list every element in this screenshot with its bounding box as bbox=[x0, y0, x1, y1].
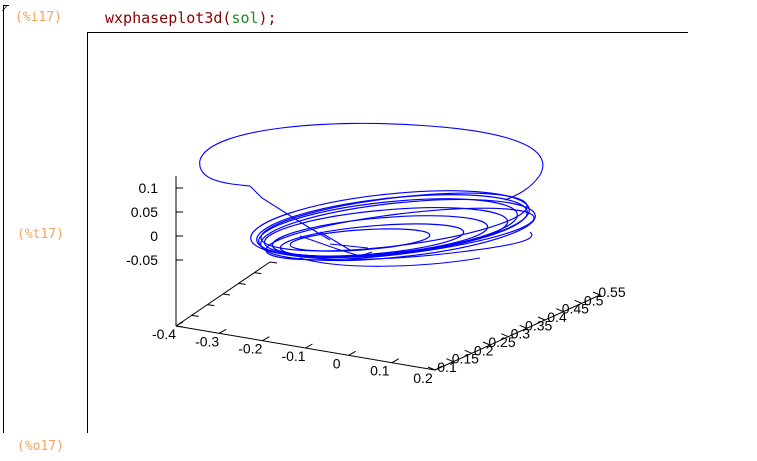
y-axis-line bbox=[434, 294, 601, 371]
x-tick bbox=[218, 328, 227, 334]
trajectory-ring bbox=[271, 215, 489, 257]
input-expression[interactable]: wxphaseplot3d(sol); bbox=[105, 9, 277, 27]
x-tick bbox=[434, 365, 443, 371]
y-tick bbox=[592, 291, 601, 296]
function-name: wxphaseplot3d bbox=[105, 9, 223, 27]
z-tick-label: -0.05 bbox=[126, 252, 158, 268]
cell-bracket[interactable] bbox=[3, 5, 4, 433]
x-tick-label: -0.4 bbox=[152, 326, 176, 342]
trajectory-inner-strands bbox=[299, 231, 373, 257]
depth-tick bbox=[269, 261, 278, 264]
trajectory-outer-loop bbox=[199, 122, 544, 201]
depth-tick bbox=[191, 314, 199, 317]
trajectory-lower-loop bbox=[269, 231, 533, 260]
output-label: (%o17) bbox=[17, 439, 64, 454]
x-tick-label: 0.2 bbox=[413, 370, 433, 386]
y-tick bbox=[427, 366, 436, 371]
depth-tick bbox=[175, 325, 184, 328]
y-tick-label: 0.5 bbox=[584, 292, 604, 308]
y-tick-label: 0.4 bbox=[547, 309, 567, 325]
cell-bracket-corner bbox=[3, 5, 9, 6]
open-paren: ( bbox=[222, 9, 232, 27]
x-tick bbox=[391, 358, 400, 364]
plot-label: (%t17) bbox=[17, 227, 64, 242]
trajectory-tail bbox=[249, 185, 331, 241]
y-tick bbox=[556, 308, 564, 313]
x-tick-label: -0.2 bbox=[238, 341, 262, 357]
x-tick-label: -0.1 bbox=[281, 348, 305, 364]
z-tick-label: 0.05 bbox=[131, 204, 158, 220]
y-tick bbox=[537, 316, 546, 321]
y-tick-label: 0.55 bbox=[598, 284, 625, 300]
x-tick bbox=[348, 350, 356, 356]
y-tick bbox=[574, 299, 582, 304]
x-tick bbox=[262, 336, 270, 342]
x-tick-label: 0.1 bbox=[370, 363, 390, 379]
x-tick bbox=[305, 343, 313, 349]
depth-tick bbox=[254, 272, 262, 275]
y-tick bbox=[464, 349, 472, 354]
y-tick-label: 0.3 bbox=[511, 326, 531, 342]
x-tick-label: -0.3 bbox=[195, 333, 219, 349]
y-tick bbox=[446, 358, 454, 363]
z-tick-label: 0 bbox=[150, 228, 158, 244]
y-tick-label: 0.1 bbox=[437, 359, 457, 375]
trajectory-lower-loop bbox=[299, 257, 481, 267]
y-tick-label: 0.15 bbox=[452, 351, 479, 367]
y-tick-label: 0.35 bbox=[525, 317, 552, 333]
y-tick bbox=[501, 333, 509, 338]
y-tick bbox=[519, 324, 527, 329]
y-tick-label: 0.45 bbox=[562, 301, 589, 317]
trajectory-ring bbox=[279, 223, 465, 257]
input-label: (%i17) bbox=[15, 10, 62, 25]
trajectory-ring bbox=[260, 198, 536, 262]
trajectory-ring bbox=[289, 228, 431, 252]
function-argument: sol bbox=[231, 9, 259, 27]
depth-tick bbox=[222, 293, 231, 296]
z-tick-label: 0.1 bbox=[139, 180, 159, 196]
y-tick-label: 0.2 bbox=[474, 342, 494, 358]
close-paren: ); bbox=[258, 9, 277, 27]
depth-tick bbox=[207, 304, 215, 307]
depth-tick bbox=[238, 282, 246, 285]
y-tick-label: 0.25 bbox=[488, 334, 515, 350]
x-tick-label: 0 bbox=[333, 355, 341, 371]
y-tick bbox=[482, 341, 491, 346]
plot-frame bbox=[87, 32, 688, 433]
x-tick bbox=[175, 321, 184, 327]
